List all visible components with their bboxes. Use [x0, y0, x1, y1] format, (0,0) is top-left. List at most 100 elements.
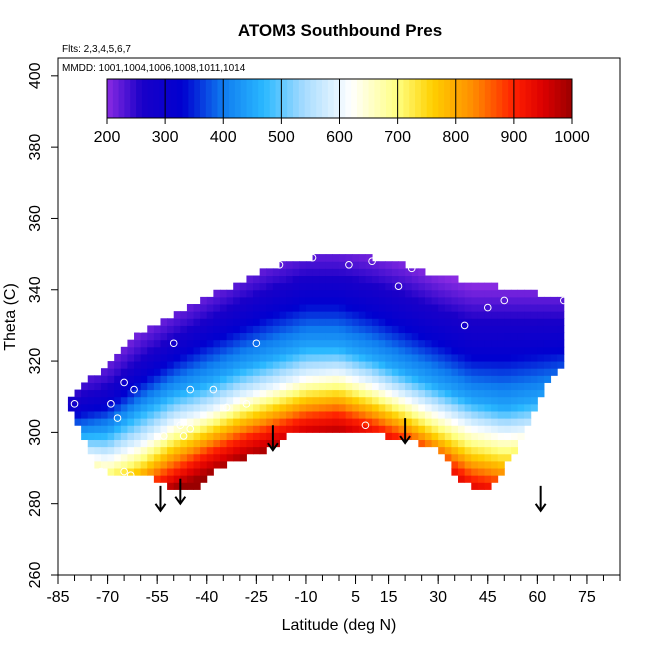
heatmap-cell [120, 432, 128, 441]
heatmap-cell [332, 275, 340, 284]
heatmap-cell [233, 453, 241, 462]
heatmap-cell [266, 289, 274, 298]
descent-arrow [267, 425, 279, 452]
heatmap-cell [147, 403, 155, 412]
heatmap-cell [451, 418, 459, 426]
heatmap-cell [543, 346, 552, 355]
heatmap-cell [186, 453, 195, 462]
x-tick-label: -25 [245, 589, 268, 606]
heatmap-cell [372, 289, 380, 298]
heatmap-cell [286, 382, 294, 391]
heatmap-cell [312, 396, 320, 405]
heatmap-cell [292, 353, 300, 362]
heatmap-cell [530, 382, 538, 391]
heatmap-cell [325, 325, 333, 334]
heatmap-cell [147, 368, 155, 376]
heatmap-cell [259, 353, 267, 362]
heatmap-cell [352, 375, 360, 383]
heatmap-field [67, 254, 565, 490]
heatmap-cell [100, 368, 109, 376]
heatmap-cell [557, 353, 565, 362]
heatmap-cell [305, 375, 314, 383]
heatmap-cell [497, 403, 505, 412]
colorbar-swatch [484, 79, 492, 118]
heatmap-cell [206, 346, 214, 355]
heatmap-cell [365, 418, 373, 426]
heatmap-cell [471, 346, 479, 355]
heatmap-cell [339, 346, 347, 355]
heatmap-cell [378, 261, 386, 269]
heatmap-cell [134, 432, 142, 441]
observation-point [368, 257, 376, 266]
heatmap-cell [458, 446, 466, 455]
colorbar-swatch [351, 79, 358, 118]
heatmap-cell [385, 304, 393, 312]
heatmap-cell [405, 389, 413, 398]
heatmap-cell [484, 311, 492, 319]
heatmap-cell [497, 410, 505, 419]
heatmap-cell [272, 425, 280, 433]
observation-point [209, 385, 218, 394]
heatmap-cell [352, 353, 360, 362]
heatmap-cell [491, 346, 499, 355]
heatmap-cell [391, 375, 399, 383]
heatmap-cell [537, 346, 545, 355]
heatmap-cell [193, 361, 201, 369]
heatmap-cell [438, 446, 446, 455]
heatmap-cell [418, 389, 426, 398]
heatmap-cell [266, 304, 274, 312]
heatmap-cell [167, 410, 175, 419]
colorbar-swatch [391, 79, 399, 118]
heatmap-cell [200, 325, 208, 334]
heatmap-cell [510, 325, 519, 334]
heatmap-cell [259, 332, 267, 341]
heatmap-cell [325, 304, 333, 312]
heatmap-cell [253, 346, 261, 355]
heatmap-cell [491, 304, 499, 312]
x-tick-label: 30 [429, 589, 447, 606]
heatmap-cell [504, 375, 512, 383]
heatmap-cell [431, 296, 439, 305]
heatmap-cell [385, 432, 393, 441]
heatmap-cell [458, 289, 466, 298]
heatmap-cell [451, 339, 459, 348]
heatmap-cell [464, 332, 472, 341]
heatmap-cell [385, 332, 393, 341]
heatmap-cell [517, 361, 525, 369]
heatmap-cell [484, 482, 492, 490]
heatmap-cell [398, 353, 406, 362]
heatmap-cell [200, 439, 208, 448]
heatmap-cell [398, 268, 406, 276]
heatmap-cell [497, 396, 505, 405]
colorbar-swatch [502, 79, 509, 118]
heatmap-cell [451, 432, 459, 441]
heatmap-cell [299, 275, 307, 284]
heatmap-cell [491, 439, 499, 448]
heatmap-cell [200, 296, 208, 305]
heatmap-cell [312, 361, 320, 369]
heatmap-cell [259, 389, 267, 398]
heatmap-cell [87, 382, 95, 391]
heatmap-cell [345, 261, 353, 269]
heatmap-cell [246, 275, 254, 284]
heatmap-cell [253, 361, 261, 369]
heatmap-cell [87, 432, 95, 441]
heatmap-cell [160, 361, 168, 369]
x-tick-label: 45 [479, 589, 497, 606]
x-axis: -85 -70 -55 -40 -25 -10 5 15 30 45 60 75 [46, 575, 621, 606]
heatmap-cell [186, 318, 195, 326]
heatmap-cell [319, 325, 327, 334]
heatmap-cell [464, 289, 472, 298]
heatmap-cell [253, 389, 261, 398]
heatmap-cell [219, 382, 228, 391]
colorbar-swatch [461, 79, 468, 118]
heatmap-cell [233, 410, 241, 419]
heatmap-cell [167, 439, 175, 448]
heatmap-cell [405, 289, 413, 298]
heatmap-cell [299, 375, 307, 383]
heatmap-cell [504, 368, 512, 376]
heatmap-cell [279, 296, 287, 305]
colorbar-swatch [333, 79, 340, 118]
heatmap-cell [504, 325, 512, 334]
heatmap-cell [87, 446, 95, 455]
